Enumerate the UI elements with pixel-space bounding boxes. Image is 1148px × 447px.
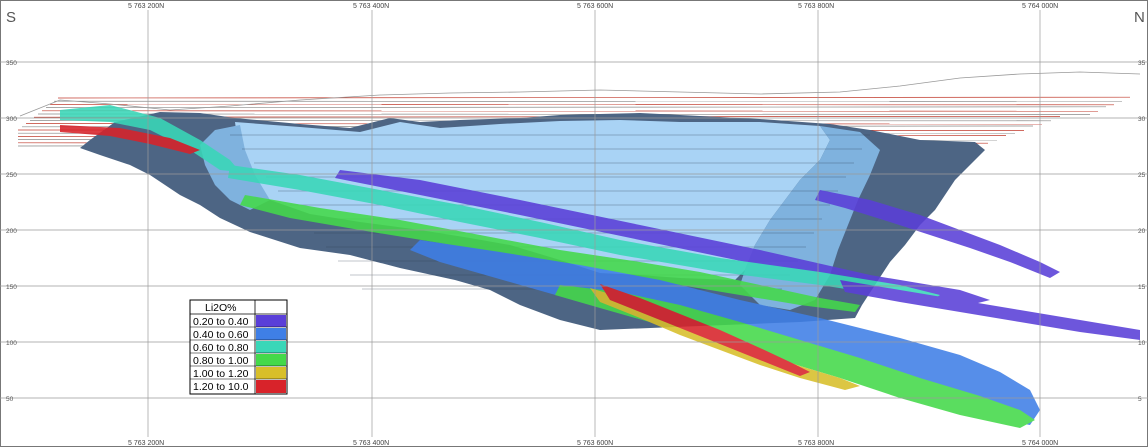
elevation-right-1: 35 — [1138, 60, 1146, 67]
legend-label-2: 0.40 to 0.60 — [193, 329, 249, 341]
elevation-left-5: 150 — [6, 284, 17, 291]
legend-swatch-1 — [256, 315, 286, 327]
dyke-band-north-upper — [815, 190, 1060, 278]
northing-bottom-1: 5 763 200N — [128, 440, 164, 447]
elevation-labels-left: 350 300 250 200 150 100 50 — [6, 60, 17, 403]
spodumene-dykes — [60, 105, 1140, 428]
legend-label-6: 1.20 to 10.0 — [193, 381, 249, 393]
northing-bottom-3: 5 763 600N — [577, 440, 613, 447]
elevation-right-5: 15 — [1138, 284, 1146, 291]
elevation-left-7: 50 — [6, 396, 14, 403]
northing-top-4: 5 763 800N — [798, 3, 834, 10]
northing-bottom-5: 5 764 000N — [1022, 440, 1058, 447]
elevation-left-3: 250 — [6, 172, 17, 179]
elevation-left-4: 200 — [6, 228, 17, 235]
legend-title: Li2O% — [205, 302, 237, 314]
elevation-right-4: 20 — [1138, 228, 1146, 235]
direction-north-label: N — [1134, 9, 1145, 26]
northing-bottom-4: 5 763 800N — [798, 440, 834, 447]
northing-top-5: 5 764 000N — [1022, 3, 1058, 10]
northing-top-3: 5 763 600N — [577, 3, 613, 10]
dyke-band-b — [240, 195, 860, 312]
northing-labels-top: 5 763 200N 5 763 400N 5 763 600N 5 763 8… — [128, 3, 1058, 10]
legend-swatch-3 — [256, 341, 286, 353]
dyke-band-high-grade — [600, 284, 810, 376]
elevation-right-2: 30 — [1138, 116, 1146, 123]
elevation-right-7: 5 — [1138, 396, 1142, 403]
northing-labels-bottom: 5 763 200N 5 763 400N 5 763 600N 5 763 8… — [128, 440, 1058, 447]
legend-label-1: 0.20 to 0.40 — [193, 316, 249, 328]
elevation-right-6: 10 — [1138, 340, 1146, 347]
elevation-labels-right: 35 30 25 20 15 10 5 — [1138, 60, 1146, 403]
topo-hatch-line — [45, 106, 1107, 108]
grade-legend: Li2O% 0.20 to 0.40 0.40 to 0.60 0.60 to … — [189, 299, 288, 395]
legend-label-5: 1.00 to 1.20 — [193, 368, 249, 380]
legend-swatch-6 — [256, 380, 286, 393]
legend-swatch-2 — [256, 328, 286, 340]
northing-bottom-2: 5 763 400N — [353, 440, 389, 447]
elevation-right-3: 25 — [1138, 172, 1146, 179]
legend-swatch-4 — [256, 354, 286, 366]
legend-label-3: 0.60 to 0.80 — [193, 342, 249, 354]
northing-top-2: 5 763 400N — [353, 3, 389, 10]
direction-south-label: S — [6, 9, 16, 26]
elevation-left-6: 100 — [6, 340, 17, 347]
legend-swatch-5 — [256, 367, 286, 379]
dyke-band-north-lower — [840, 280, 1140, 340]
dyke-band-a — [228, 165, 940, 302]
legend-label-4: 0.80 to 1.00 — [193, 355, 249, 367]
dyke-band-south-shallow — [60, 105, 240, 172]
elevation-left-2: 300 — [6, 116, 17, 123]
ground-surface-line — [19, 71, 1141, 117]
elevation-left-1: 350 — [6, 60, 17, 67]
dyke-band-upper — [335, 170, 990, 305]
northing-top-1: 5 763 200N — [128, 3, 164, 10]
grid-lines — [0, 10, 1148, 437]
dyke-band-south-red — [60, 125, 200, 154]
topo-hatch-line — [57, 96, 1131, 99]
